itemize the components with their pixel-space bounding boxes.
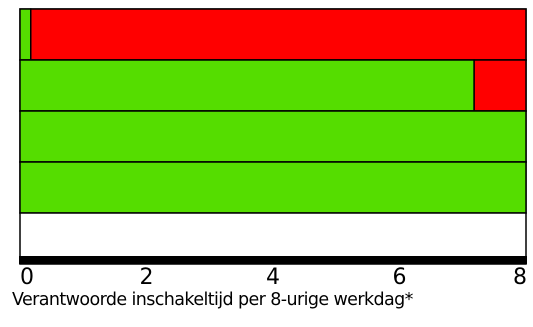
x-tick-label-2: 2	[140, 265, 154, 290]
bar-segment-row2-series1	[19, 59, 475, 112]
x-axis-baseline	[19, 256, 527, 264]
x-tick-label-6: 6	[393, 265, 407, 290]
x-tick-label-4: 4	[266, 265, 280, 290]
bar-segment-row4-series1	[19, 161, 527, 214]
x-tick-label-0: 0	[20, 265, 34, 290]
bar-segment-row3-series1	[19, 110, 527, 163]
bar-segment-row1-series2	[30, 8, 527, 61]
x-tick-label-8: 8	[513, 265, 527, 290]
bar-segment-row2-series2	[473, 59, 527, 112]
x-axis-label: Verantwoorde inschakeltijd per 8-urige w…	[12, 290, 413, 310]
bars-group	[19, 8, 527, 265]
bar-segment-row1-series1	[19, 8, 32, 61]
x-tick-labels: 0 2 4 6 8	[20, 265, 527, 290]
